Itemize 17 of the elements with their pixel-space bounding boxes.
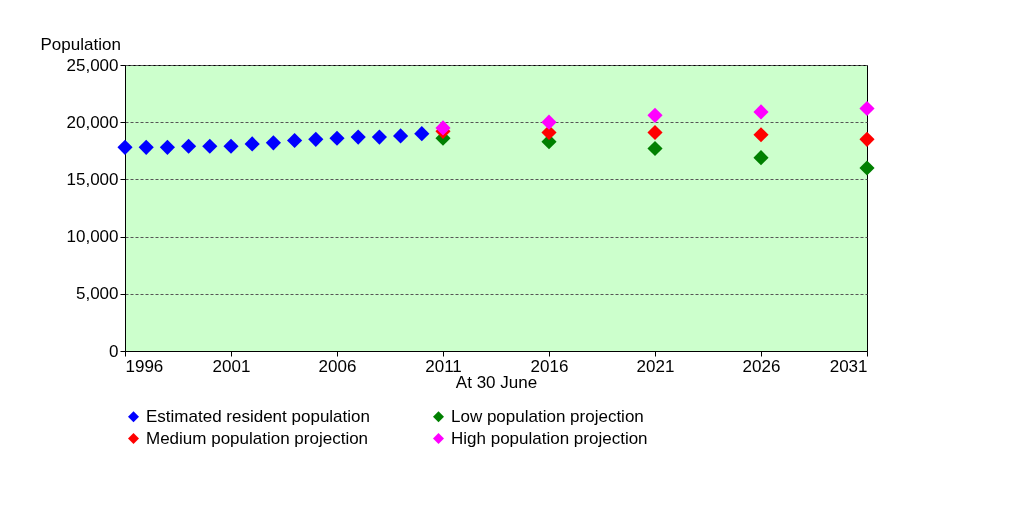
- legend-label: Estimated resident population: [146, 406, 370, 426]
- legend-label: Medium population projection: [146, 428, 369, 448]
- y-tick-label: 15,000: [66, 169, 119, 189]
- y-axis-title: Population: [40, 34, 121, 54]
- y-tick-label: 10,000: [66, 227, 119, 247]
- y-tick-label: 20,000: [66, 112, 119, 132]
- y-tick-label: 0: [109, 341, 119, 361]
- legend-label: Low population projection: [451, 406, 644, 426]
- x-tick-label: 2026: [742, 356, 781, 376]
- x-tick-label: 1996: [125, 356, 164, 376]
- x-tick-label: 2006: [318, 356, 357, 376]
- x-tick-label: 2031: [829, 356, 868, 376]
- y-tick-label: 25,000: [66, 55, 119, 75]
- legend-label: High population projection: [451, 428, 648, 448]
- x-tick-label: 2021: [636, 356, 675, 376]
- y-tick-label: 5,000: [75, 284, 119, 304]
- x-tick-label: 2001: [212, 356, 251, 376]
